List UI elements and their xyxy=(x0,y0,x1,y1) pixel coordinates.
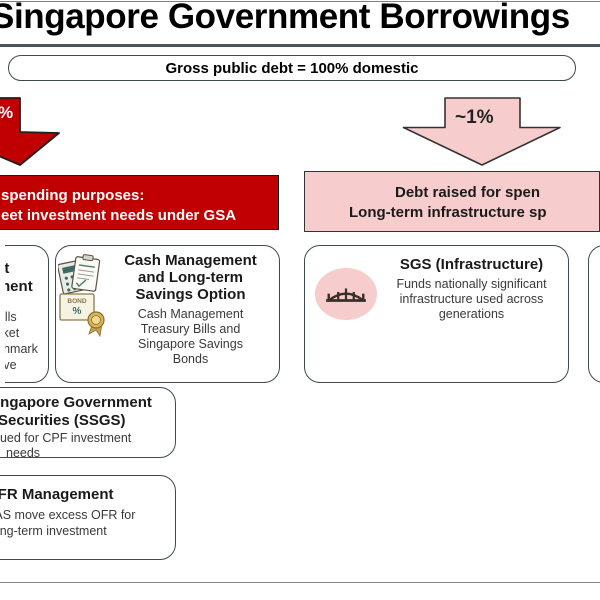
svg-text:BOND: BOND xyxy=(67,298,86,305)
svg-text:%: % xyxy=(73,306,82,317)
